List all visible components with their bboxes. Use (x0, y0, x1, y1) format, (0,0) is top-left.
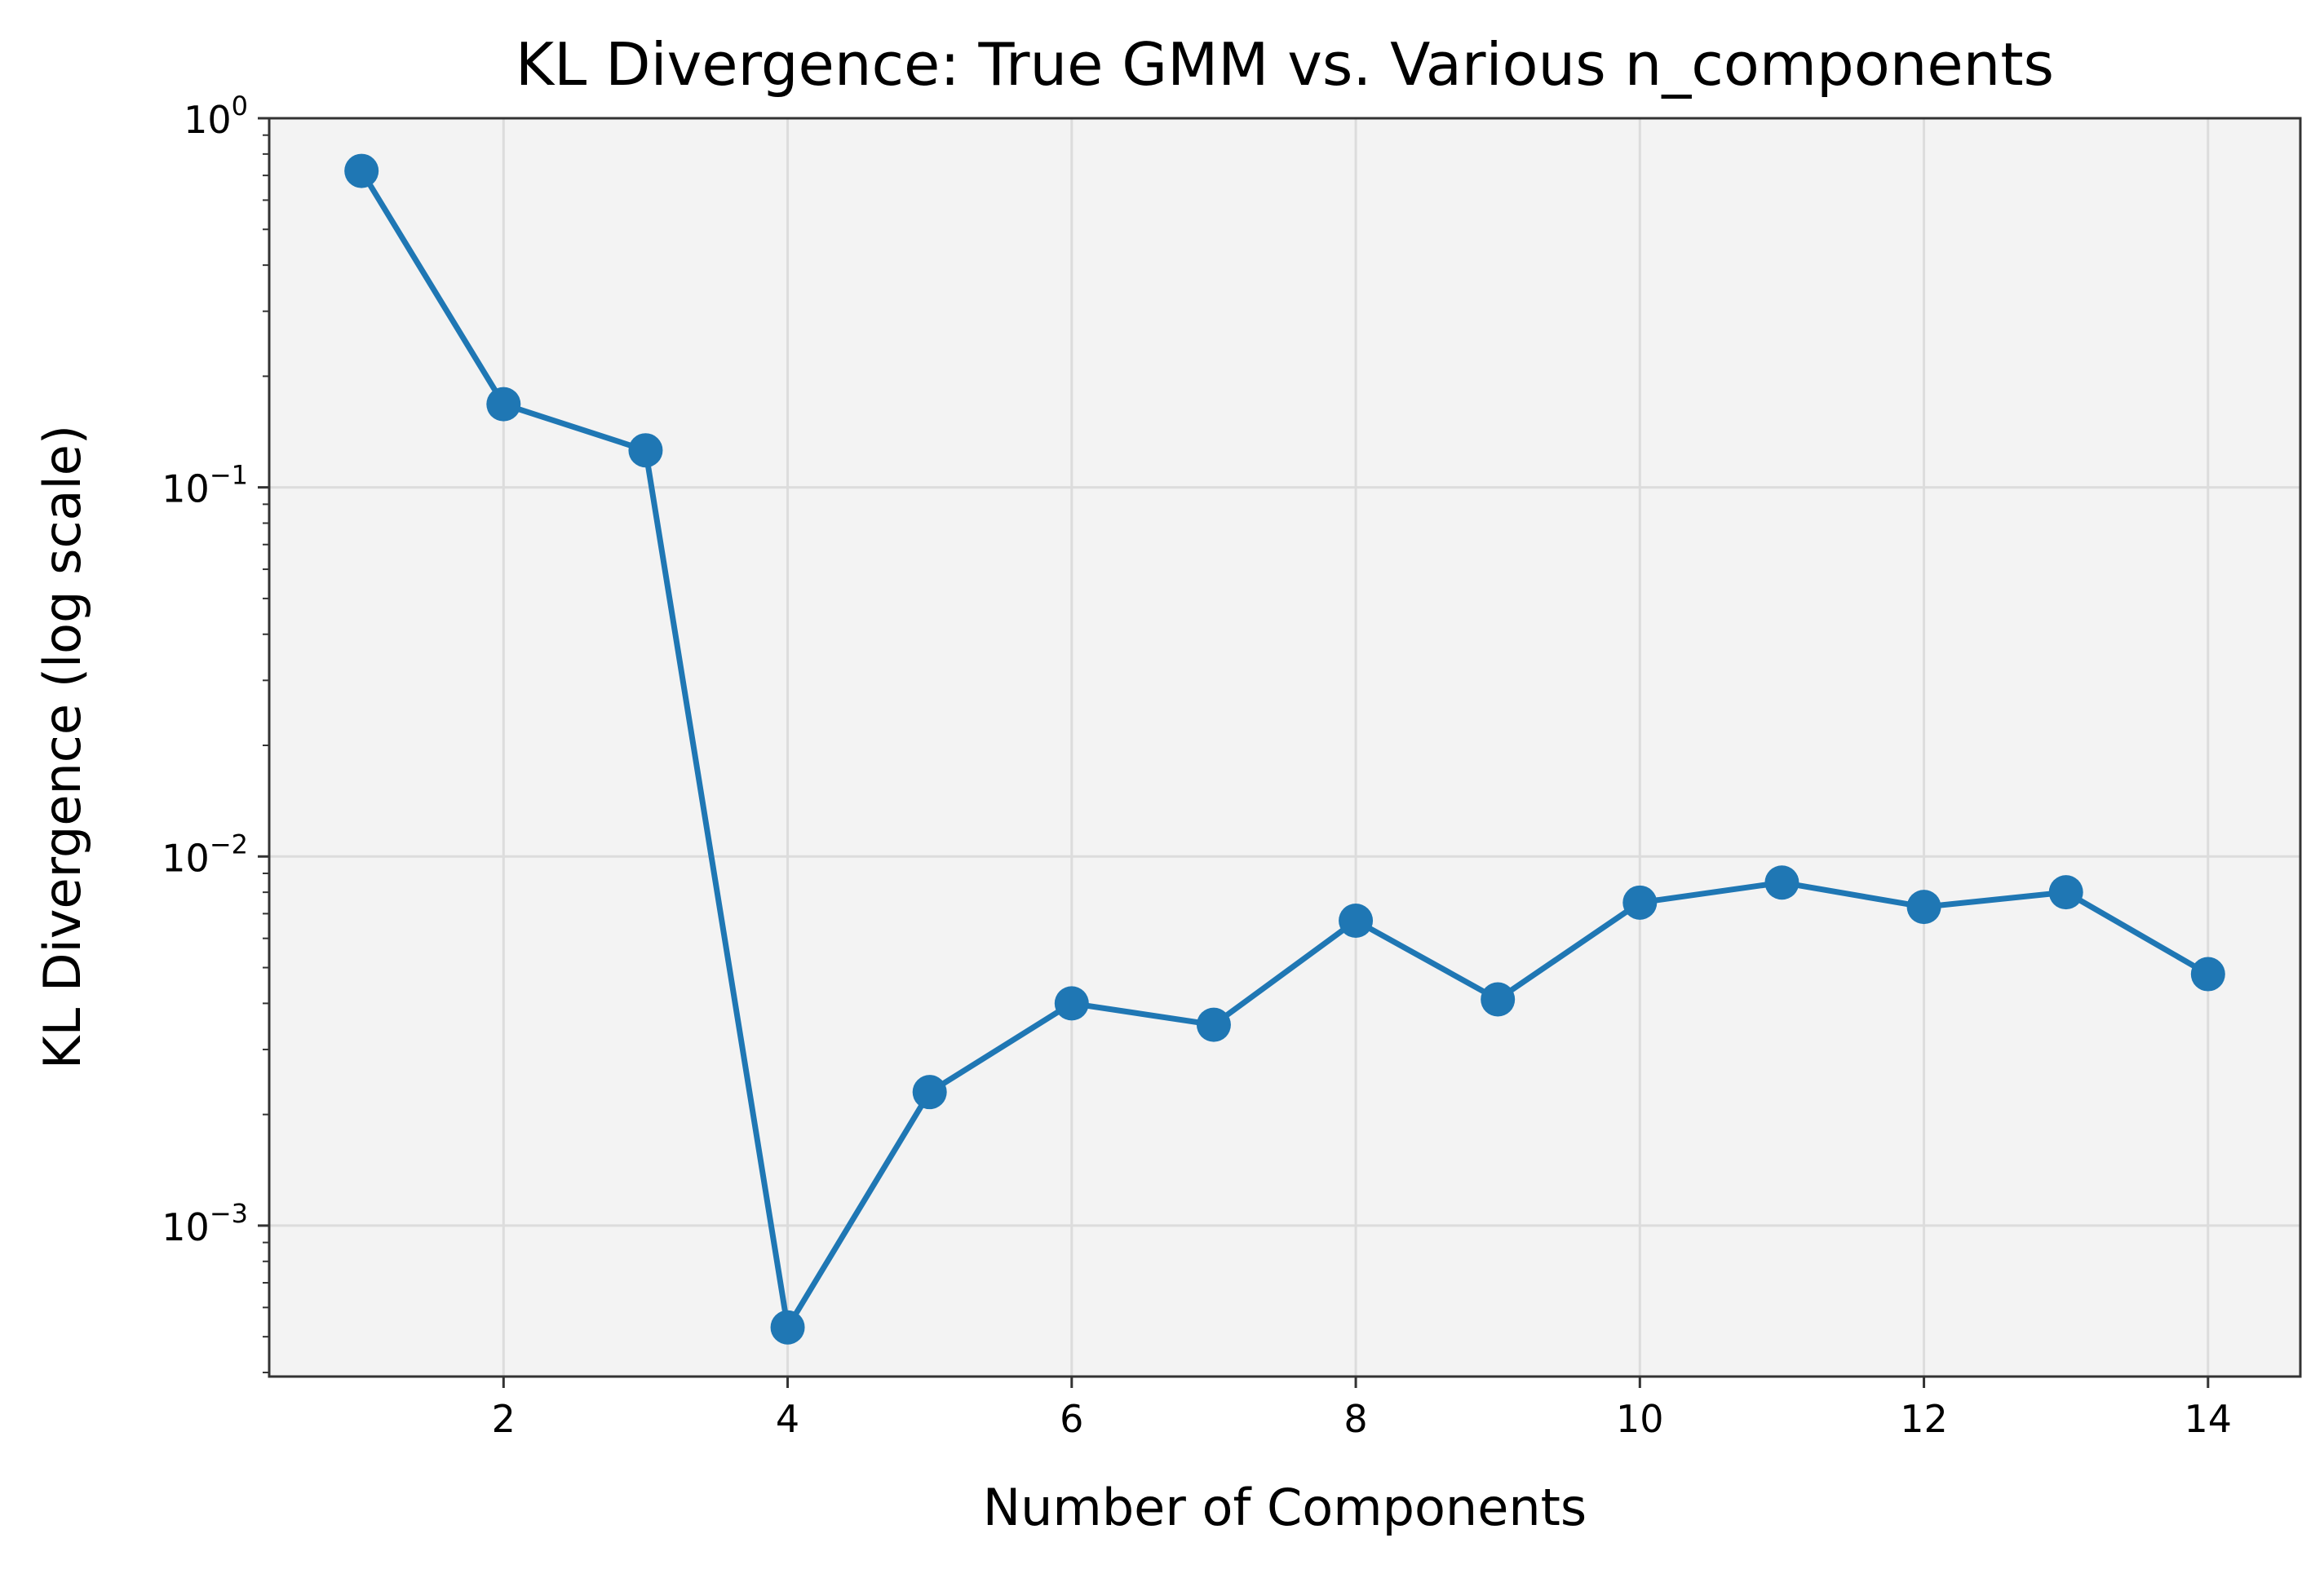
plot-frame (268, 117, 2302, 1378)
x-tick-label: 6 (1060, 1397, 1083, 1441)
data-point (1054, 986, 1089, 1021)
data-point (770, 1310, 805, 1345)
x-tick-label: 10 (1616, 1397, 1664, 1441)
chart-title: KL Divergence: True GMM vs. Various n_co… (516, 30, 2054, 99)
x-tick-label: 8 (1343, 1397, 1367, 1441)
data-point (2190, 957, 2225, 992)
y-axis-label: KL Divergence (log scale) (33, 425, 92, 1069)
y-tick-label: 10−3 (162, 1198, 248, 1249)
x-tick-label: 2 (492, 1397, 516, 1441)
data-point (2048, 875, 2083, 910)
data-point (1481, 982, 1516, 1017)
x-axis-label: Number of Components (983, 1478, 1587, 1537)
x-axis-ticks: 2 4 6 8 10 12 14 (492, 1377, 2232, 1441)
data-point (1906, 890, 1941, 925)
y-tick-label: 100 (184, 91, 248, 142)
data-point (1339, 903, 1374, 938)
plot-area (269, 118, 2300, 1377)
y-tick-label: 10−2 (162, 829, 248, 880)
series-line (359, 169, 2210, 1331)
y-tick-label: 10−1 (162, 460, 248, 511)
data-point (1622, 885, 1658, 920)
y-axis-ticks: 100 10−1 10−2 10−3 (162, 91, 269, 1249)
data-series (344, 153, 2225, 1345)
x-tick-label: 4 (776, 1397, 799, 1441)
x-tick-label: 14 (2185, 1397, 2233, 1441)
data-point (486, 387, 521, 422)
x-tick-label: 12 (1900, 1397, 1948, 1441)
data-point (628, 433, 663, 468)
data-point (1196, 1007, 1231, 1042)
data-point (912, 1075, 947, 1110)
data-point (1764, 865, 1799, 900)
data-point (344, 153, 379, 188)
